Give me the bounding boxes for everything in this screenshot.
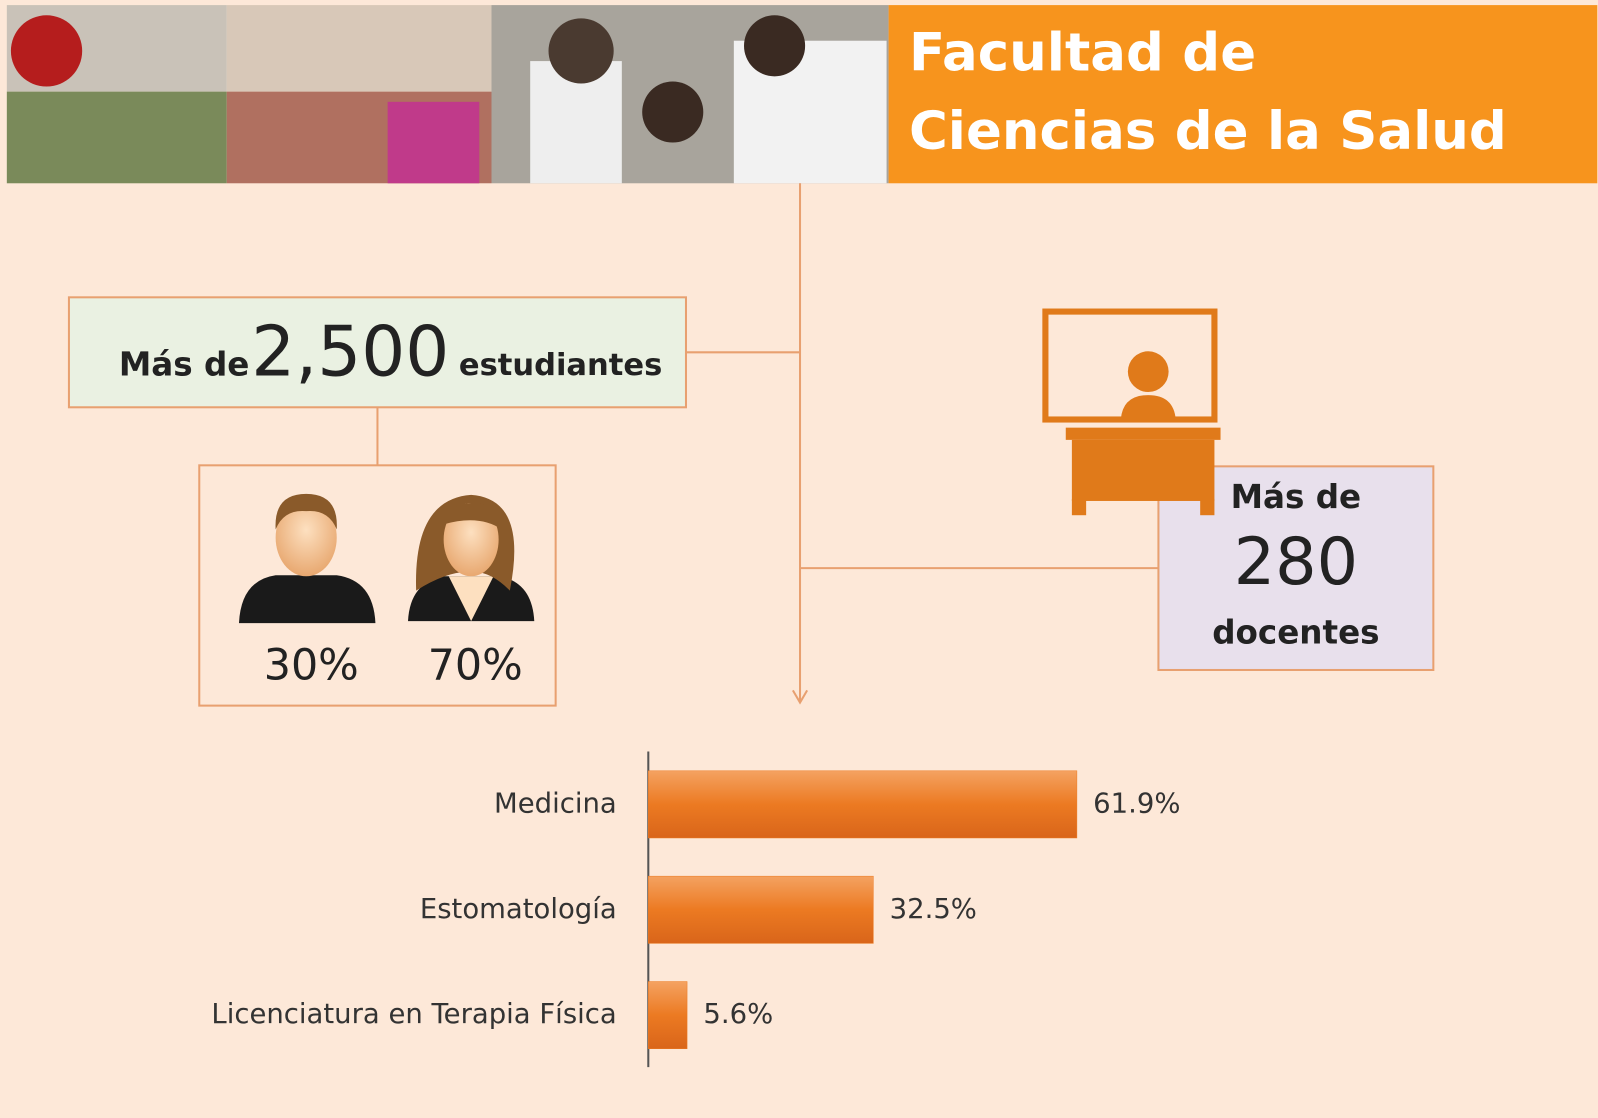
title: Ciencias de la Salud	[909, 101, 1507, 162]
title: Facultad de	[909, 23, 1256, 84]
connectors	[376, 183, 1159, 705]
bar	[648, 875, 874, 944]
teachers-suffix: docentes	[1212, 613, 1379, 651]
female-icon	[408, 494, 535, 622]
value-label: 5.6%	[703, 998, 773, 1030]
teachers-prefix: Más de	[1231, 478, 1362, 516]
male-icon	[238, 493, 376, 624]
female-percent: 70%	[428, 640, 523, 690]
category-label: Medicina	[494, 787, 617, 819]
bar	[648, 981, 688, 1050]
value-label: 61.9%	[1093, 787, 1180, 819]
teachers-number: 280	[1234, 525, 1358, 600]
teacher-icon	[1042, 308, 1221, 516]
students-box	[67, 296, 687, 409]
value-label: 32.5%	[890, 893, 977, 925]
header-photos	[6, 5, 889, 184]
students-number: 2,500	[251, 312, 449, 392]
bar	[648, 770, 1078, 839]
students-prefix: Más de	[119, 346, 250, 384]
title-band	[888, 5, 1598, 184]
male-percent: 30%	[264, 640, 359, 690]
category-label: Licenciatura en Terapia Física	[211, 998, 616, 1030]
category-label: Estomatología	[420, 893, 617, 925]
students-suffix: estudiantes	[459, 348, 662, 383]
